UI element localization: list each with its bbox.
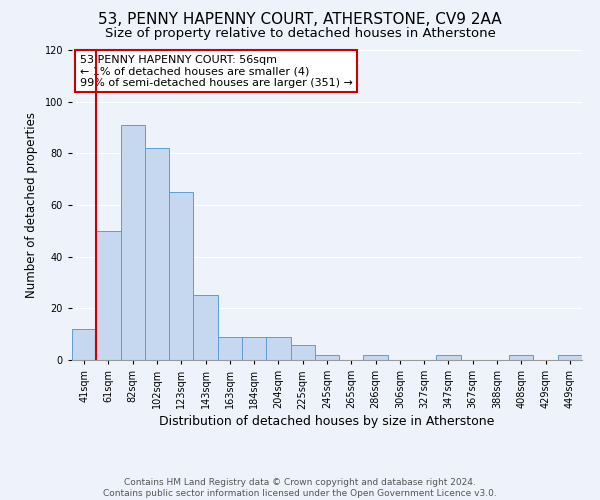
Bar <box>290 344 315 360</box>
Text: 53, PENNY HAPENNY COURT, ATHERSTONE, CV9 2AA: 53, PENNY HAPENNY COURT, ATHERSTONE, CV9… <box>98 12 502 28</box>
Bar <box>169 192 193 360</box>
Bar <box>193 296 218 360</box>
Bar <box>121 125 145 360</box>
Text: Contains HM Land Registry data © Crown copyright and database right 2024.
Contai: Contains HM Land Registry data © Crown c… <box>103 478 497 498</box>
Bar <box>558 355 582 360</box>
Text: 53 PENNY HAPENNY COURT: 56sqm
← 1% of detached houses are smaller (4)
99% of sem: 53 PENNY HAPENNY COURT: 56sqm ← 1% of de… <box>80 54 353 88</box>
Bar <box>266 337 290 360</box>
Bar <box>509 355 533 360</box>
Text: Size of property relative to detached houses in Atherstone: Size of property relative to detached ho… <box>104 28 496 40</box>
Bar <box>218 337 242 360</box>
Bar <box>96 231 121 360</box>
Y-axis label: Number of detached properties: Number of detached properties <box>25 112 38 298</box>
Bar <box>436 355 461 360</box>
Bar <box>72 329 96 360</box>
Bar <box>364 355 388 360</box>
X-axis label: Distribution of detached houses by size in Atherstone: Distribution of detached houses by size … <box>160 416 494 428</box>
Bar <box>145 148 169 360</box>
Bar <box>315 355 339 360</box>
Bar <box>242 337 266 360</box>
